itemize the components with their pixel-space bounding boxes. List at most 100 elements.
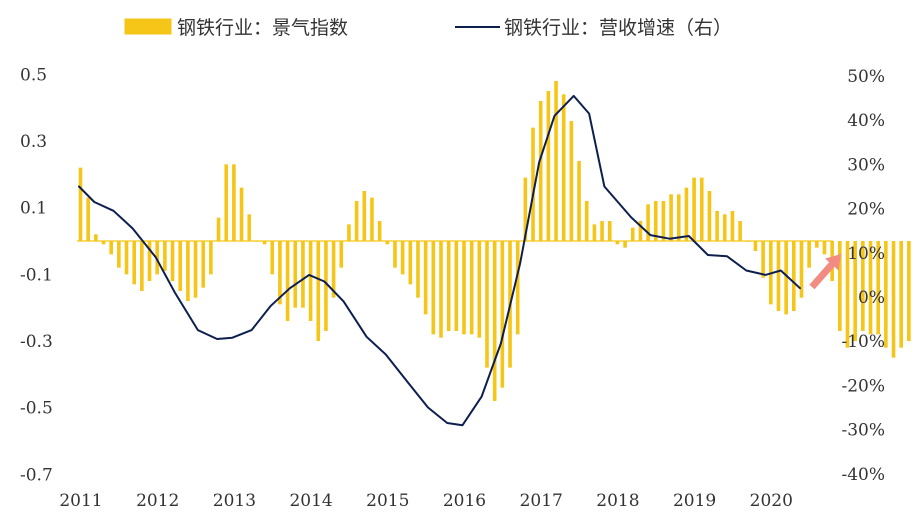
right-tick-label: 50% [847,67,885,87]
bar [301,241,305,308]
left-axis-ticks: 0.5 0.3 0.1 -0.1 -0.3 -0.5 -0.7 [20,65,53,485]
left-tick-label: -0.5 [20,399,53,419]
bar [638,221,643,241]
bar [699,177,704,241]
bar [876,241,880,335]
bar [186,241,190,301]
bar [707,191,712,241]
bar [722,214,727,241]
bar [600,221,604,241]
bar [799,241,804,298]
legend-bar-swatch [124,18,172,35]
bar [347,224,351,241]
bar [538,101,543,241]
right-tick-label: 40% [847,111,885,131]
bar [899,241,903,348]
bar [400,241,405,275]
bar [101,241,106,245]
bar [531,127,535,241]
bar [485,241,489,368]
bar [554,81,558,242]
legend-line-label: 钢铁行业：营收增速（右） [504,17,732,39]
bar [86,197,90,241]
bar [853,241,857,341]
bar [216,217,221,241]
revenue-growth-line [78,94,801,427]
bar [676,194,681,241]
bar [784,241,788,315]
bar [163,241,167,271]
right-tick-label: -10% [841,332,885,352]
x-tick-label: 2014 [289,491,332,511]
bar [362,191,367,241]
bar [423,241,428,315]
bar [124,241,129,275]
right-tick-label: 0% [858,288,885,308]
bar [884,241,888,348]
bar [607,221,612,241]
bar [623,241,627,248]
bar [753,241,758,251]
bar [354,201,359,241]
bar [592,224,597,241]
bar [776,241,781,311]
bar [247,214,252,241]
bar [861,241,865,331]
bar [132,241,136,285]
bar [807,241,811,268]
x-tick-label: 2012 [136,491,179,511]
bar [469,241,474,335]
bar [94,234,98,241]
bar [661,201,666,241]
bar [78,167,83,241]
right-tick-label: 10% [847,244,885,264]
bar [308,241,313,321]
bar [546,91,551,241]
bar [462,241,466,335]
bar [324,241,328,331]
bar [377,221,382,241]
bar [891,241,896,358]
bar [738,221,742,241]
trend-arrow [809,254,841,290]
bar [408,241,413,285]
bar [515,241,520,335]
bar [316,241,321,341]
left-tick-label: -0.1 [20,265,53,285]
bar [577,161,581,241]
x-tick-label: 2018 [596,491,639,511]
bar [845,241,850,348]
bar [224,164,229,241]
bar [907,241,911,341]
bar [822,241,827,255]
bar [630,227,635,241]
bar [209,241,213,275]
bar [117,241,121,268]
bar [684,187,689,241]
x-tick-label: 2015 [366,491,409,511]
bar [792,241,796,311]
bar [370,197,374,241]
bar [239,187,244,241]
bar [416,241,420,298]
plot-area [77,81,911,427]
x-tick-label: 2019 [673,491,716,511]
bar [477,241,482,338]
bar [431,241,436,335]
legend: 钢铁行业：景气指数 钢铁行业：营收增速（右） [124,17,732,39]
bar [761,241,765,278]
right-tick-label: 20% [847,200,885,220]
bar [692,177,696,241]
right-axis-ticks: 50% 40% 30% 20% 10% 0% -10% -20% -30% -40% [841,67,885,485]
legend-bar-label: 钢铁行业：景气指数 [177,17,348,39]
left-tick-label: 0.1 [20,199,47,219]
bar [561,94,566,241]
x-tick-label: 2013 [213,491,256,511]
bar [232,164,236,241]
bar [815,241,819,248]
bar [285,241,290,321]
bar [868,241,873,335]
x-axis-ticks: 2011 2012 2013 2014 2015 2016 2017 2018 2019 2020 [59,491,793,511]
bar [492,241,497,401]
